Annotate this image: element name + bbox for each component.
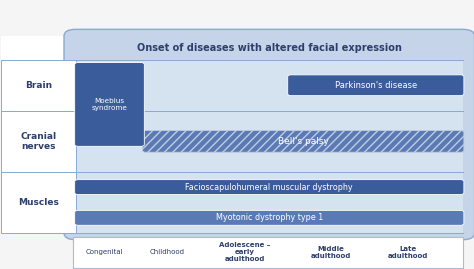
Text: Myotonic dystrophy type 1: Myotonic dystrophy type 1 — [216, 213, 323, 222]
Text: Brain: Brain — [25, 81, 52, 90]
Bar — [76, 172, 463, 233]
Bar — [76, 111, 463, 172]
Text: Congenital: Congenital — [86, 249, 123, 255]
Text: Parkinson's disease: Parkinson's disease — [335, 81, 417, 90]
Text: Onset of diseases with altered facial expression: Onset of diseases with altered facial ex… — [137, 43, 401, 53]
Bar — [76, 60, 463, 111]
FancyBboxPatch shape — [64, 29, 474, 240]
Text: Muscles: Muscles — [18, 198, 59, 207]
Text: Moebius
syndrome: Moebius syndrome — [91, 98, 128, 111]
Bar — [1, 60, 76, 111]
Text: Middle
adulthood: Middle adulthood — [310, 246, 351, 259]
Text: Childhood: Childhood — [149, 249, 184, 255]
Text: Late
adulthood: Late adulthood — [388, 246, 428, 259]
Bar — [1, 36, 76, 233]
Text: Cranial
nerves: Cranial nerves — [20, 132, 56, 151]
Text: Bell's palsy: Bell's palsy — [278, 137, 328, 146]
Text: Adolescene –
early
adulthood: Adolescene – early adulthood — [219, 242, 271, 262]
Bar — [1, 111, 76, 172]
FancyBboxPatch shape — [75, 180, 464, 194]
FancyBboxPatch shape — [288, 75, 464, 96]
FancyBboxPatch shape — [143, 130, 464, 152]
FancyBboxPatch shape — [75, 210, 464, 225]
Text: Facioscapulohumeral muscular dystrophy: Facioscapulohumeral muscular dystrophy — [185, 183, 353, 192]
Bar — [1, 172, 76, 233]
Bar — [73, 237, 463, 268]
FancyBboxPatch shape — [75, 63, 144, 146]
